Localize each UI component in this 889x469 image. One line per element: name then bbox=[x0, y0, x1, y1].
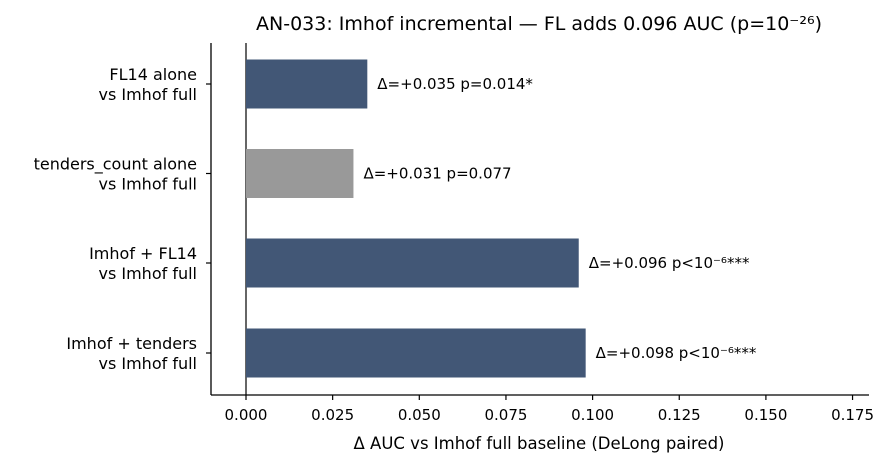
chart-title: AN-033: Imhof incremental — FL adds 0.09… bbox=[256, 13, 822, 35]
bar-value-label: Δ=+0.035 p=0.014* bbox=[377, 75, 533, 93]
x-tick-label: 0.000 bbox=[225, 406, 268, 424]
category-label: Imhof + FL14 vs Imhof full bbox=[89, 244, 197, 283]
x-tick-label: 0.175 bbox=[831, 406, 874, 424]
category-label: FL14 alone vs Imhof full bbox=[98, 65, 197, 104]
bar bbox=[246, 328, 586, 378]
bar bbox=[246, 59, 368, 109]
bar bbox=[246, 149, 354, 198]
plot-area: Δ=+0.035 p=0.014* Δ=+0.031 p=0.077 Δ=+0.09… bbox=[34, 43, 874, 424]
x-tick-label: 0.100 bbox=[571, 406, 614, 424]
category-label-line: tenders_count alone bbox=[34, 155, 197, 175]
category-label: tenders_count alone vs Imhof full bbox=[34, 155, 197, 194]
category-label-line: vs Imhof full bbox=[98, 175, 197, 194]
category-label-line: Imhof + tenders bbox=[66, 334, 197, 353]
bar-value-label: Δ=+0.096 p<10⁻⁶*** bbox=[589, 254, 750, 272]
x-tick-label: 0.050 bbox=[398, 406, 441, 424]
bar-value-label: Δ=+0.098 p<10⁻⁶*** bbox=[596, 344, 757, 362]
category-label-line: vs Imhof full bbox=[98, 264, 197, 283]
bar bbox=[246, 238, 579, 288]
x-tick-label: 0.075 bbox=[484, 406, 527, 424]
category-label: Imhof + tenders vs Imhof full bbox=[66, 334, 197, 373]
x-tick-label: 0.025 bbox=[311, 406, 354, 424]
bar-value-label: Δ=+0.031 p=0.077 bbox=[363, 165, 511, 183]
category-label-line: vs Imhof full bbox=[98, 354, 197, 373]
category-label-line: FL14 alone bbox=[109, 65, 197, 84]
category-label-line: vs Imhof full bbox=[98, 85, 197, 104]
x-tick-label: 0.150 bbox=[744, 406, 787, 424]
category-label-line: Imhof + FL14 bbox=[89, 244, 197, 263]
x-axis-label: Δ AUC vs Imhof full baseline (DeLong pai… bbox=[354, 434, 725, 453]
x-tick-label: 0.125 bbox=[658, 406, 701, 424]
